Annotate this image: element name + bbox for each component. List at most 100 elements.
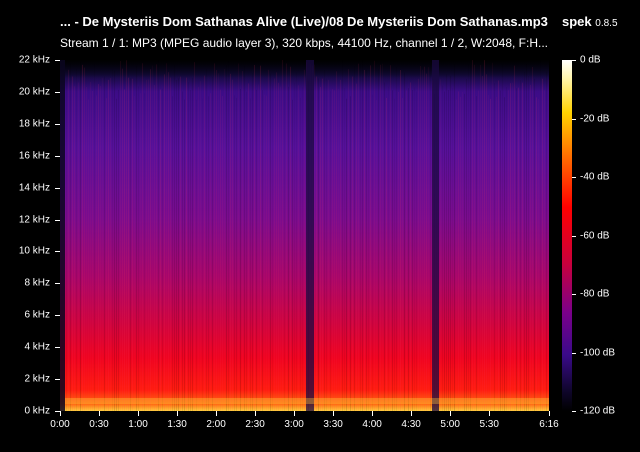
spectrogram-streak [108,79,109,411]
spectrogram-streak [184,99,185,411]
frequency-tick-label: 0 kHz [24,405,50,417]
spectrogram-streak [142,63,143,411]
db-tick-label: -80 dB [580,288,610,300]
spectrogram-streak [422,69,423,411]
spectrogram-streak [166,63,167,411]
spectrogram-streak [332,89,333,411]
spectrogram-streak [126,60,127,411]
frequency-tick-label: 6 kHz [24,309,50,321]
spectrogram-streak [394,98,395,411]
spectrogram-streak [296,72,297,411]
spectrogram-streak [446,74,447,411]
spectrogram-streak [140,93,141,411]
spectrogram-streak [348,69,349,411]
spectrogram-streak [416,91,417,411]
frequency-tick-label: 16 kHz [18,150,50,162]
spectrogram-streak [478,90,479,411]
time-tick [333,411,335,416]
frequency-tick [55,347,60,349]
spectrogram-streak [510,83,511,411]
spectrogram-streak [212,76,213,411]
spectrogram-streak [102,78,103,411]
spectrogram-streak [254,64,255,411]
spectrogram-streak [236,97,237,411]
spectrogram-streak [424,66,425,411]
db-tick [572,235,576,237]
spectrogram-streak [174,64,175,411]
frequency-tick [55,379,60,381]
spectrogram-streak [70,63,71,411]
spectrogram-streak [250,98,251,411]
spectrogram-streak [500,90,501,411]
spectrogram-plot [60,60,549,411]
frequency-tick-label: 20 kHz [18,86,50,98]
spectrogram-streak [292,99,293,411]
spectrogram-streak [234,95,235,411]
spectrogram-streak [458,91,459,411]
spectrogram-streak [106,98,107,411]
db-tick [572,60,576,61]
stream-info: Stream 1 / 1: MP3 (MPEG audio layer 3), … [60,36,549,50]
spectrogram-streak [300,97,301,411]
db-tick [572,352,576,354]
spectrogram-streak [78,82,79,411]
spectrogram-streak [164,74,165,411]
time-tick [255,411,257,416]
spectrogram-streak [472,60,473,411]
spectrogram-streak [528,76,529,411]
spectrogram-streak [418,78,419,411]
spectrogram-streak [248,83,249,411]
spectrogram-streak [190,90,191,411]
spectrogram-streak [524,71,525,411]
spectrogram-streak [288,86,289,411]
time-tick [294,411,296,416]
spectrogram-body [60,60,549,411]
time-tick-label: 3:30 [323,419,343,430]
spectrogram-streak [450,75,451,411]
spectrogram-streak [456,99,457,411]
spectrogram-streak [414,87,415,411]
spectrogram-streak [322,78,323,411]
spectrogram-streak [132,78,133,411]
spectrogram-streak [258,84,259,411]
spectrogram-streak [238,63,239,411]
db-tick [572,294,576,295]
frequency-tick-label: 10 kHz [18,245,50,257]
spectrogram-streak [474,64,475,411]
spectrogram-streak [134,95,135,411]
frequency-tick [55,187,60,189]
frequency-tick-label: 18 kHz [18,118,50,130]
app-name-label: spek [562,14,592,29]
file-title: ... - De Mysteriis Dom Sathanas Alive (L… [60,14,548,29]
time-tick [216,411,218,416]
spectrogram-streak [138,86,139,411]
spectrogram-streak [430,63,431,411]
spectrogram-streak [76,69,77,411]
gap-band-2 [432,60,439,411]
spectrogram-streak [514,65,515,411]
spectrogram-streak [104,76,105,411]
spectrogram-streak [264,94,265,411]
spectrogram-streak [352,76,353,411]
db-tick-label: -100 dB [580,347,616,358]
spectrogram-streak [96,95,97,411]
time-tick [60,411,61,416]
spectrogram-streak [112,69,113,411]
spectrogram-streak [448,90,449,411]
spectrogram-streak [194,62,195,411]
app-name: spek 0.8.5 [562,14,618,29]
spectrogram-streak [536,97,537,411]
time-tick-label: 2:00 [206,419,226,430]
spectrogram-streak [492,62,493,411]
spectrogram-streak [182,91,183,411]
time-tick-label: 6:16 [539,419,559,430]
spectrogram-streak [114,70,115,411]
time-tick [489,411,491,416]
spectrogram-streak [548,79,549,411]
frequency-tick-label: 12 kHz [18,214,50,226]
spectrogram-streak [68,69,69,411]
spectrogram-streak [74,86,75,411]
spectrogram-streak [186,77,187,411]
frequency-tick-label: 4 kHz [24,341,50,353]
spectrogram-streak [494,83,495,411]
